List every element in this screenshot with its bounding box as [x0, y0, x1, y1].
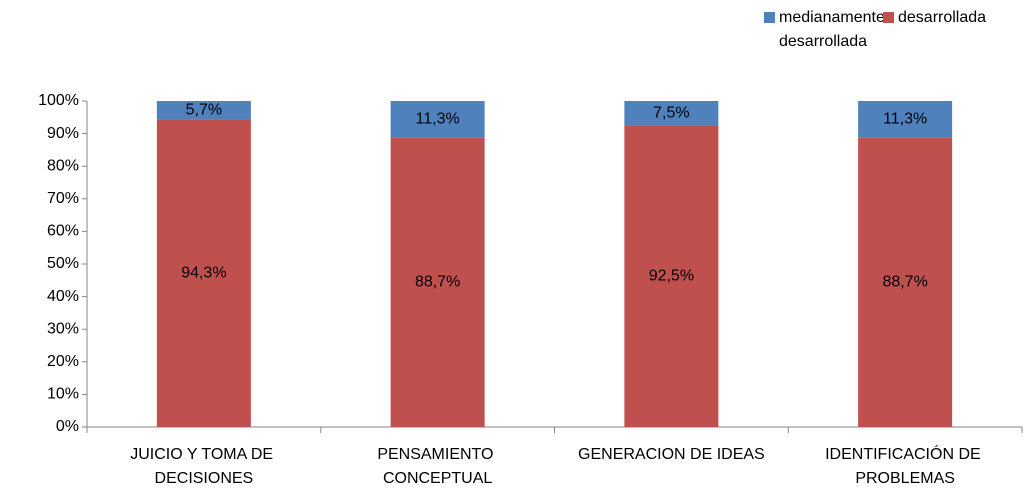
bar-segment — [156, 119, 251, 427]
bar-segment — [858, 137, 953, 427]
bar-segment — [390, 101, 485, 138]
y-tick-label: 90% — [47, 125, 79, 142]
y-tick-label: 50% — [47, 255, 79, 272]
bar-segment — [390, 137, 485, 427]
data-label: 11,3% — [416, 111, 460, 128]
x-tick-label: IDENTIFICACIÓN DE PROBLEMAS — [825, 444, 985, 487]
legend-label: medianamente desarrollada — [779, 9, 889, 50]
data-label: 7,5% — [653, 104, 689, 121]
y-tick-label: 10% — [47, 386, 79, 403]
legend-swatch — [883, 12, 894, 23]
y-tick-label: 60% — [47, 223, 79, 240]
x-tick-label: GENERACION DE IDEAS — [578, 446, 765, 463]
x-tick-label: PENSAMIENTO CONCEPTUAL — [377, 446, 498, 487]
y-tick-label: 40% — [47, 288, 79, 305]
y-tick-label: 20% — [47, 353, 79, 370]
y-tick-label: 0% — [56, 418, 79, 435]
bar-segment — [156, 101, 251, 120]
bar-segment — [624, 101, 719, 126]
data-label: 92,5% — [649, 267, 694, 284]
bar-segment — [858, 101, 953, 138]
bar-segment — [624, 125, 719, 427]
legend-swatch — [764, 12, 775, 23]
y-tick-label: 100% — [38, 92, 79, 109]
y-tick-label: 80% — [47, 157, 79, 174]
x-tick-label: JUICIO Y TOMA DE DECISIONES — [130, 446, 277, 487]
data-label: 88,7% — [415, 274, 460, 291]
data-label: 94,3% — [181, 265, 226, 282]
data-label: 88,7% — [882, 274, 927, 291]
legend-label: desarrollada — [898, 9, 986, 26]
y-tick-label: 30% — [47, 320, 79, 337]
data-label: 5,7% — [186, 102, 222, 119]
data-label: 11,3% — [883, 111, 927, 128]
y-tick-label: 70% — [47, 190, 79, 207]
